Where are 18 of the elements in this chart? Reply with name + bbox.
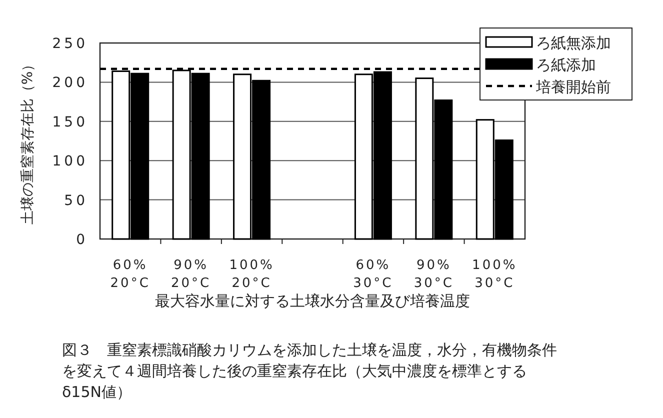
x-tick-label: 90% 30°C [414,258,454,291]
x-tick-label: 60% 30°C [353,258,394,291]
legend-label: ろ紙添加 [536,56,596,74]
y-tick-label: 0 [76,232,88,248]
y-axis-title: 土壌の重窒素存在比（%） [20,57,36,225]
x-tick-label: 60% 20°C [110,258,150,291]
y-tick-label: 250 [52,36,88,52]
x-tick-label: 100% 30°C [472,258,518,291]
x-axis-title: 最大容水量に対する土壌水分含量及び培養温度 [155,292,470,310]
y-tick-label: 200 [52,75,88,92]
y-tick-label: 50 [64,192,88,209]
y-tick-label: 100 [52,154,88,170]
x-tick-label: 100% 20°C [229,258,274,291]
legend-label: 培養開始前 [535,78,611,96]
x-tick-label: 90% 20°C [171,258,212,291]
legend-label: ろ紙無添加 [536,34,611,52]
caption: 図３ 重窒素標識硝酸カリウムを添加した土壌を温度，水分，有機物条件を変えて４週間培養した後の重窒素存在比（大気中濃度を標準とするδ15N値） [62,340,558,403]
y-tick-label: 150 [52,114,88,130]
